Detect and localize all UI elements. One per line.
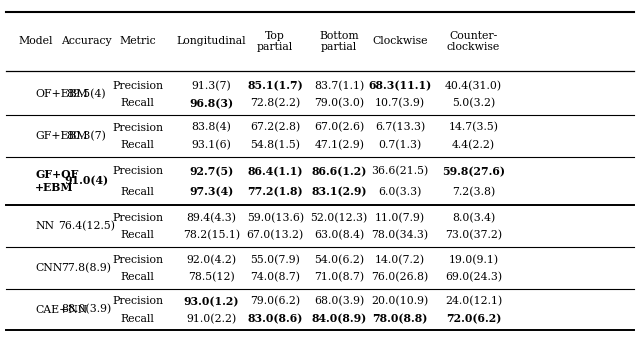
- Text: NN: NN: [35, 221, 54, 231]
- Text: 91.3(7): 91.3(7): [191, 81, 231, 91]
- Text: 80.3(7): 80.3(7): [67, 131, 106, 141]
- Text: 86.4(1.1): 86.4(1.1): [248, 166, 303, 177]
- Text: 10.7(3.9): 10.7(3.9): [375, 98, 425, 109]
- Text: 83.0(8.6): 83.0(8.6): [248, 313, 303, 324]
- Text: 93.1(6): 93.1(6): [191, 140, 231, 150]
- Text: 11.0(7.9): 11.0(7.9): [375, 213, 425, 223]
- Text: 72.0(6.2): 72.0(6.2): [446, 313, 501, 324]
- Text: CAE+NN: CAE+NN: [35, 305, 88, 315]
- Text: 69.0(24.3): 69.0(24.3): [445, 272, 502, 282]
- Text: 78.2(15.1): 78.2(15.1): [182, 230, 240, 241]
- Text: Bottom
partial: Bottom partial: [319, 31, 359, 52]
- Text: 78.5(12): 78.5(12): [188, 272, 235, 282]
- Text: 4.4(2.2): 4.4(2.2): [452, 140, 495, 150]
- Text: 14.0(7.2): 14.0(7.2): [375, 255, 425, 265]
- Text: Precision: Precision: [112, 213, 163, 223]
- Text: 84.0(8.9): 84.0(8.9): [312, 313, 367, 324]
- Text: Clockwise: Clockwise: [372, 36, 428, 47]
- Text: Recall: Recall: [121, 140, 154, 150]
- Text: 91.0(2.2): 91.0(2.2): [186, 313, 236, 324]
- Text: 68.3(11.1): 68.3(11.1): [369, 80, 431, 91]
- Text: 88.0(3.9): 88.0(3.9): [61, 304, 111, 315]
- Text: Top
partial: Top partial: [257, 31, 293, 52]
- Text: 73.0(37.2): 73.0(37.2): [445, 230, 502, 241]
- Text: Counter-
clockwise: Counter- clockwise: [447, 31, 500, 52]
- Text: 86.6(1.2): 86.6(1.2): [312, 166, 367, 177]
- Text: Accuracy: Accuracy: [61, 36, 112, 47]
- Text: 52.0(12.3): 52.0(12.3): [310, 213, 368, 223]
- Text: Longitudinal: Longitudinal: [177, 36, 246, 47]
- Text: 47.1(2.9): 47.1(2.9): [314, 140, 364, 150]
- Text: 68.0(3.9): 68.0(3.9): [314, 296, 364, 306]
- Text: 36.6(21.5): 36.6(21.5): [371, 166, 429, 176]
- Text: 59.8(27.6): 59.8(27.6): [442, 166, 505, 177]
- Text: 6.7(13.3): 6.7(13.3): [375, 122, 425, 133]
- Text: 83.7(1.1): 83.7(1.1): [314, 81, 364, 91]
- Text: 76.4(12.5): 76.4(12.5): [58, 221, 115, 232]
- Text: 79.0(6.2): 79.0(6.2): [250, 296, 300, 306]
- Text: Recall: Recall: [121, 272, 154, 282]
- Text: GF+EBM: GF+EBM: [35, 131, 88, 141]
- Text: 93.0(1.2): 93.0(1.2): [184, 296, 239, 307]
- Text: 20.0(10.9): 20.0(10.9): [371, 296, 429, 306]
- Text: 72.8(2.2): 72.8(2.2): [250, 98, 300, 109]
- Text: 91.0(4): 91.0(4): [65, 175, 108, 187]
- Text: 89.5(4): 89.5(4): [67, 89, 106, 100]
- Text: Precision: Precision: [112, 81, 163, 91]
- Text: 54.8(1.5): 54.8(1.5): [250, 140, 300, 150]
- Text: 78.0(8.8): 78.0(8.8): [372, 313, 428, 324]
- Text: 24.0(12.1): 24.0(12.1): [445, 296, 502, 306]
- Text: 74.0(8.7): 74.0(8.7): [250, 272, 300, 282]
- Text: 8.0(3.4): 8.0(3.4): [452, 213, 495, 223]
- Text: 7.2(3.8): 7.2(3.8): [452, 187, 495, 197]
- Text: 92.7(5): 92.7(5): [189, 166, 234, 177]
- Text: Recall: Recall: [121, 98, 154, 108]
- Text: 92.0(4.2): 92.0(4.2): [186, 255, 236, 265]
- Text: 77.2(1.8): 77.2(1.8): [248, 186, 303, 197]
- Text: 14.7(3.5): 14.7(3.5): [449, 122, 499, 133]
- Text: 59.0(13.6): 59.0(13.6): [246, 213, 304, 223]
- Text: 76.0(26.8): 76.0(26.8): [371, 272, 429, 282]
- Text: OF+EBM: OF+EBM: [35, 89, 88, 99]
- Text: GF+OF
+EBM: GF+OF +EBM: [35, 169, 79, 193]
- Text: Precision: Precision: [112, 296, 163, 306]
- Text: Precision: Precision: [112, 122, 163, 133]
- Text: Recall: Recall: [121, 231, 154, 240]
- Text: 89.4(4.3): 89.4(4.3): [186, 213, 236, 223]
- Text: 71.0(8.7): 71.0(8.7): [314, 272, 364, 282]
- Text: Metric: Metric: [119, 36, 156, 47]
- Text: 6.0(3.3): 6.0(3.3): [378, 187, 422, 197]
- Text: 78.0(34.3): 78.0(34.3): [371, 230, 429, 241]
- Text: 85.1(1.7): 85.1(1.7): [247, 80, 303, 91]
- Text: 67.0(2.6): 67.0(2.6): [314, 122, 364, 133]
- Text: 67.2(2.8): 67.2(2.8): [250, 122, 300, 133]
- Text: Model: Model: [18, 36, 52, 47]
- Text: 5.0(3.2): 5.0(3.2): [452, 98, 495, 109]
- Text: 54.0(6.2): 54.0(6.2): [314, 255, 364, 265]
- Text: CNN: CNN: [35, 263, 63, 273]
- Text: 79.0(3.0): 79.0(3.0): [314, 98, 364, 109]
- Text: 83.8(4): 83.8(4): [191, 122, 231, 133]
- Text: 96.8(3): 96.8(3): [189, 98, 233, 109]
- Text: 40.4(31.0): 40.4(31.0): [445, 81, 502, 91]
- Text: Recall: Recall: [121, 187, 154, 197]
- Text: 19.0(9.1): 19.0(9.1): [449, 255, 499, 265]
- Text: Precision: Precision: [112, 166, 163, 176]
- Text: Recall: Recall: [121, 314, 154, 324]
- Text: 77.8(8.9): 77.8(8.9): [61, 263, 111, 273]
- Text: 67.0(13.2): 67.0(13.2): [246, 230, 304, 241]
- Text: Precision: Precision: [112, 255, 163, 265]
- Text: 83.1(2.9): 83.1(2.9): [312, 186, 367, 197]
- Text: 63.0(8.4): 63.0(8.4): [314, 230, 364, 241]
- Text: 97.3(4): 97.3(4): [189, 186, 234, 197]
- Text: 55.0(7.9): 55.0(7.9): [250, 255, 300, 265]
- Text: 0.7(1.3): 0.7(1.3): [378, 140, 422, 150]
